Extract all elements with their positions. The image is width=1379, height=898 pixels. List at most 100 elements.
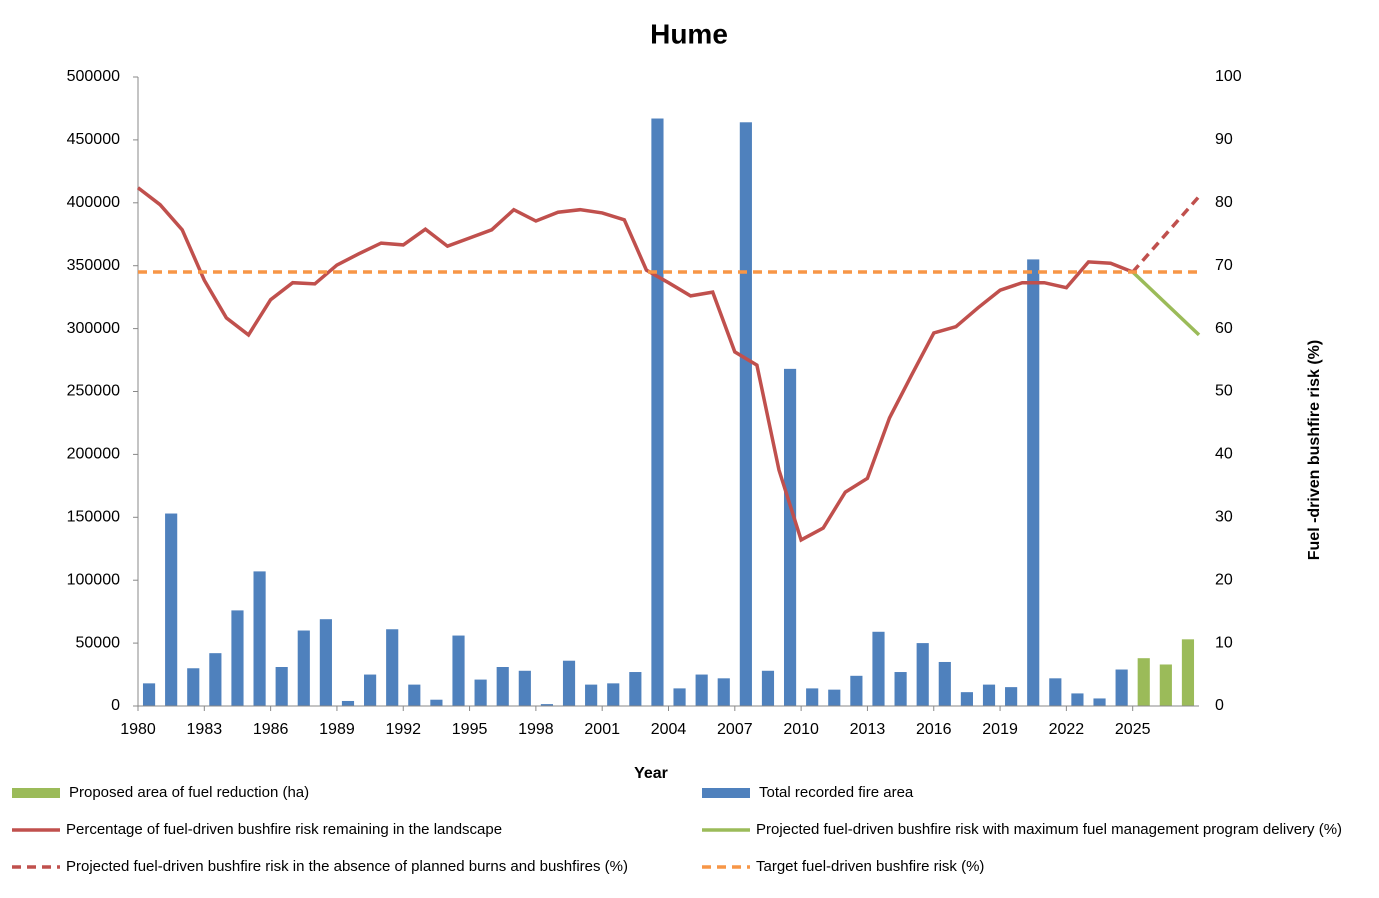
legend-swatch <box>702 788 750 798</box>
bar <box>297 630 310 706</box>
legend-swatch <box>12 788 60 798</box>
bar <box>828 689 841 706</box>
bar <box>1181 639 1195 706</box>
bar <box>1137 658 1150 706</box>
y-tick-label: 100000 <box>67 571 120 588</box>
legend-label: Target fuel-driven bushfire risk (%) <box>756 858 984 875</box>
bar <box>806 688 819 706</box>
y-tick-label: 250000 <box>67 383 120 400</box>
bar <box>585 684 598 706</box>
bar <box>938 661 951 706</box>
bar <box>540 704 554 706</box>
y-tick-label: 200000 <box>67 446 120 463</box>
x-tick-label: 2019 <box>982 721 1018 738</box>
y2-tick-label: 50 <box>1215 383 1233 400</box>
bar <box>364 674 377 706</box>
bar <box>629 672 642 706</box>
x-axis-label: Year <box>634 765 668 782</box>
x-tick-label: 1989 <box>319 721 355 738</box>
bar <box>165 513 178 706</box>
y2-axis-label: Fuel -driven bushfire risk (%) <box>1306 340 1323 560</box>
y-tick-label: 50000 <box>76 634 121 651</box>
bar <box>1071 693 1084 706</box>
bar <box>960 692 973 706</box>
bar <box>1049 678 1062 706</box>
x-tick-label: 1995 <box>452 721 488 738</box>
y2-tick-label: 80 <box>1215 194 1233 211</box>
bar <box>187 668 200 706</box>
bar <box>408 684 421 706</box>
bar <box>209 653 222 706</box>
line <box>1131 270 1201 337</box>
bar <box>850 675 863 706</box>
bar <box>761 670 775 706</box>
bar <box>452 635 465 706</box>
bar <box>253 571 266 706</box>
y2-tick-label: 100 <box>1215 68 1242 85</box>
line <box>136 186 1134 543</box>
y-tick-label: 400000 <box>67 194 120 211</box>
bar <box>430 699 443 706</box>
x-tick-label: 1998 <box>518 721 554 738</box>
legend-label: Projected fuel-driven bushfire risk in t… <box>66 858 628 875</box>
y-tick-label: 500000 <box>67 68 120 85</box>
bar <box>231 610 244 706</box>
bar <box>319 619 332 706</box>
bar <box>872 631 885 706</box>
y2-tick-label: 90 <box>1215 131 1233 148</box>
bar <box>1115 669 1128 706</box>
y-tick-label: 150000 <box>67 509 120 526</box>
x-tick-label: 1986 <box>253 721 289 738</box>
y2-tick-label: 0 <box>1215 697 1224 714</box>
bar <box>1027 259 1040 706</box>
y2-tick-label: 60 <box>1215 320 1233 337</box>
bar <box>894 672 907 706</box>
bar <box>607 683 620 706</box>
legend-label: Percentage of fuel-driven bushfire risk … <box>66 821 502 838</box>
x-tick-label: 2022 <box>1049 721 1085 738</box>
bar <box>1005 687 1018 706</box>
bar <box>518 670 531 706</box>
bar <box>474 679 487 706</box>
x-tick-label: 2001 <box>584 721 620 738</box>
bar <box>695 674 708 706</box>
bar <box>341 700 355 706</box>
bar <box>275 667 288 706</box>
legend-label: Projected fuel-driven bushfire risk with… <box>756 821 1342 838</box>
bar <box>717 678 730 706</box>
y-tick-label: 450000 <box>67 131 120 148</box>
y-tick-label: 300000 <box>67 320 120 337</box>
y-tick-label: 0 <box>111 697 120 714</box>
x-tick-label: 1983 <box>187 721 223 738</box>
legend-label: Proposed area of fuel reduction (ha) <box>69 784 309 801</box>
y2-tick-label: 70 <box>1215 257 1233 274</box>
bar <box>916 643 929 706</box>
line <box>1131 195 1201 274</box>
y2-tick-label: 20 <box>1215 571 1233 588</box>
bar <box>651 118 664 707</box>
bar <box>1093 698 1106 706</box>
chart-title: Hume <box>650 18 728 49</box>
x-tick-label: 1992 <box>385 721 421 738</box>
x-tick-label: 1980 <box>120 721 156 738</box>
bar <box>673 688 686 706</box>
bar <box>739 122 752 706</box>
y-tick-label: 350000 <box>67 257 120 274</box>
x-tick-label: 2025 <box>1115 721 1151 738</box>
x-tick-label: 2007 <box>717 721 753 738</box>
y2-tick-label: 30 <box>1215 509 1233 526</box>
y2-tick-label: 10 <box>1215 634 1233 651</box>
bar <box>142 683 156 706</box>
legend-label: Total recorded fire area <box>759 784 914 801</box>
x-tick-label: 2016 <box>916 721 952 738</box>
bar <box>386 629 399 706</box>
x-tick-label: 2010 <box>783 721 819 738</box>
bar <box>1159 664 1172 706</box>
bar <box>982 684 996 706</box>
bar <box>783 368 797 706</box>
x-tick-label: 2004 <box>651 721 687 738</box>
y2-tick-label: 40 <box>1215 446 1233 463</box>
bar <box>562 660 576 706</box>
bar <box>496 667 509 706</box>
